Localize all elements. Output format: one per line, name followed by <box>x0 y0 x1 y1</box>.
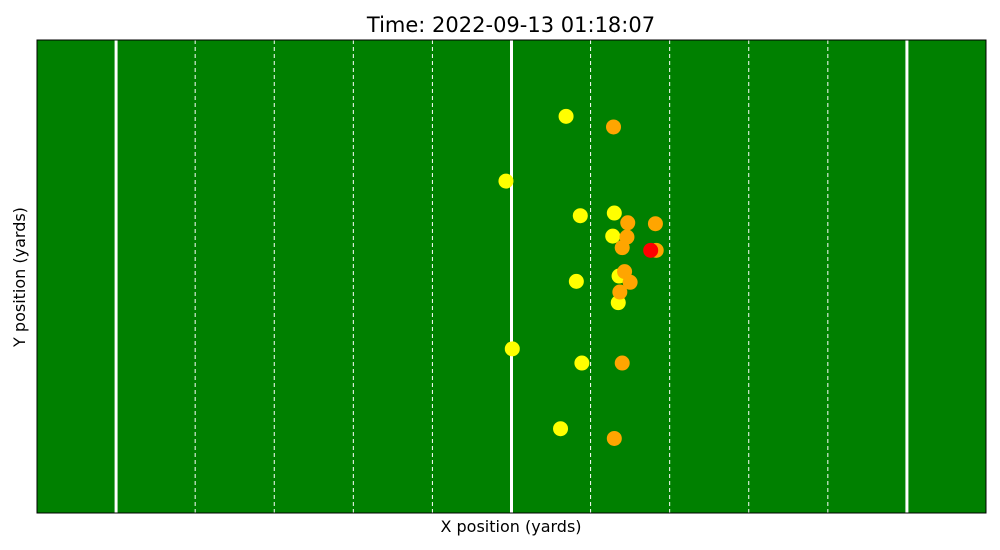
player-point-0-3 <box>606 205 622 221</box>
player-point-1-0 <box>606 119 622 135</box>
player-point-1-4 <box>614 240 630 256</box>
player-point-1-7 <box>622 274 638 290</box>
player-point-1-9 <box>614 355 630 371</box>
y-axis-label: Y position (yards) <box>10 207 29 348</box>
player-point-0-8 <box>504 341 520 357</box>
player-point-0-0 <box>558 108 574 124</box>
plot-frame <box>36 39 987 514</box>
player-point-1-1 <box>620 215 636 231</box>
player-point-0-6 <box>568 273 584 289</box>
player-point-0-9 <box>574 355 590 371</box>
player-point-1-10 <box>606 430 622 446</box>
player-points <box>498 108 664 446</box>
player-point-0-10 <box>553 421 569 437</box>
player-point-1-8 <box>612 284 628 300</box>
player-point-0-4 <box>605 228 621 244</box>
x-axis-label: X position (yards) <box>440 517 581 536</box>
player-point-0-1 <box>498 173 514 189</box>
player-point-2-0 <box>643 242 659 258</box>
yard-lines <box>114 40 909 513</box>
chart-title: Time: 2022-09-13 01:18:07 <box>366 13 655 37</box>
player-point-0-2 <box>572 208 588 224</box>
player-point-1-2 <box>647 216 663 232</box>
